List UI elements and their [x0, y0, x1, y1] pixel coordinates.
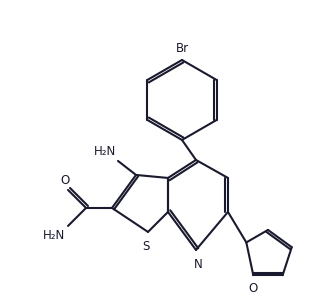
Text: O: O [60, 174, 70, 187]
Text: N: N [194, 258, 202, 271]
Text: H₂N: H₂N [43, 229, 65, 242]
Text: Br: Br [175, 42, 189, 55]
Text: S: S [142, 240, 150, 253]
Text: H₂N: H₂N [94, 145, 116, 158]
Text: O: O [249, 282, 258, 295]
